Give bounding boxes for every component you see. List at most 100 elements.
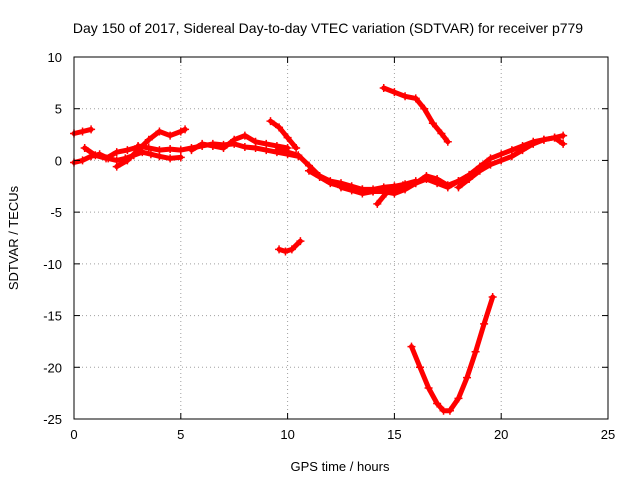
x-tick-label: 15: [387, 427, 401, 442]
data-point: [283, 133, 292, 142]
series-arc-13: [379, 84, 452, 146]
x-tick-label: 25: [601, 427, 615, 442]
data-point: [176, 153, 185, 162]
data-point: [155, 146, 164, 155]
data-point: [463, 373, 472, 382]
data-point: [369, 187, 378, 196]
y-tick-label: -10: [43, 257, 62, 272]
series-arc-3: [80, 142, 143, 163]
data-point: [529, 139, 538, 148]
data-point: [428, 119, 437, 128]
data-point: [398, 181, 407, 190]
data-point: [422, 175, 431, 184]
y-tick-label: -25: [43, 412, 62, 427]
series-arc-14: [275, 237, 305, 256]
data-point: [102, 154, 111, 163]
series-arc-4: [112, 125, 190, 171]
y-tick-label: 10: [48, 50, 62, 65]
data-point: [181, 125, 190, 134]
data-point: [91, 151, 100, 160]
data-point: [134, 141, 143, 150]
series-arc-15: [407, 292, 497, 415]
series-line: [189, 133, 291, 153]
data-point: [87, 125, 96, 134]
y-tick-label: -5: [50, 205, 62, 220]
chart-title: Day 150 of 2017, Sidereal Day-to-day VTE…: [73, 20, 583, 36]
data-point: [390, 88, 399, 97]
x-tick-label: 0: [70, 427, 77, 442]
data-point: [112, 148, 121, 157]
data-point: [454, 394, 463, 403]
series-line: [338, 133, 566, 196]
data-point: [78, 127, 87, 136]
y-tick-label: -15: [43, 309, 62, 324]
data-point: [294, 151, 303, 160]
data-point: [251, 137, 260, 146]
data-point: [411, 94, 420, 103]
x-tick-label: 10: [280, 427, 294, 442]
data-point: [80, 144, 89, 153]
data-point: [443, 137, 452, 146]
data-point: [275, 245, 284, 254]
data-point: [379, 185, 388, 194]
data-point: [539, 135, 548, 144]
data-point: [198, 139, 207, 148]
data-point: [187, 146, 196, 155]
data-point: [559, 131, 568, 140]
data-point: [166, 145, 175, 154]
data-point: [166, 154, 175, 163]
data-point: [283, 148, 292, 157]
data-point: [497, 156, 506, 165]
data-point: [433, 179, 442, 188]
data-point: [424, 383, 433, 392]
data-point: [219, 144, 228, 153]
x-tick-label: 20: [494, 427, 508, 442]
data-point: [123, 146, 132, 155]
y-axis-label: SDTVAR / TECUs: [6, 185, 21, 290]
data-point: [358, 189, 367, 198]
data-point: [138, 148, 147, 157]
data-point: [176, 127, 185, 136]
series-group: [70, 84, 568, 415]
data-point: [112, 162, 121, 171]
data-point: [123, 156, 132, 165]
series-line: [276, 238, 303, 254]
data-point: [304, 166, 313, 175]
y-tick-label: -20: [43, 360, 62, 375]
series-arc-7: [266, 117, 301, 153]
y-tick-label: 5: [55, 102, 62, 117]
data-point: [559, 139, 568, 148]
data-point: [155, 127, 164, 136]
data-point: [381, 189, 390, 198]
data-point: [407, 342, 416, 351]
data-point: [347, 186, 356, 195]
data-point: [416, 363, 425, 372]
data-point: [266, 117, 275, 126]
data-point: [488, 292, 497, 301]
series-arc-11: [373, 181, 407, 208]
data-point: [292, 144, 301, 153]
data-point: [411, 179, 420, 188]
data-point: [420, 104, 429, 113]
series-line: [268, 118, 299, 151]
data-point: [146, 150, 155, 159]
data-point: [518, 146, 527, 155]
data-point: [326, 179, 335, 188]
data-point: [465, 175, 474, 184]
data-point: [262, 139, 271, 148]
data-point: [144, 144, 153, 153]
data-point: [379, 84, 388, 93]
series-line: [374, 182, 406, 207]
data-point: [240, 142, 249, 151]
data-point: [144, 135, 153, 144]
data-point: [433, 399, 442, 408]
grid: [74, 57, 608, 419]
data-point: [507, 152, 516, 161]
data-point: [475, 166, 484, 175]
plot-frame: [73, 56, 609, 420]
data-point: [486, 160, 495, 169]
data-point: [208, 141, 217, 150]
data-point: [287, 245, 296, 254]
data-point: [390, 185, 399, 194]
